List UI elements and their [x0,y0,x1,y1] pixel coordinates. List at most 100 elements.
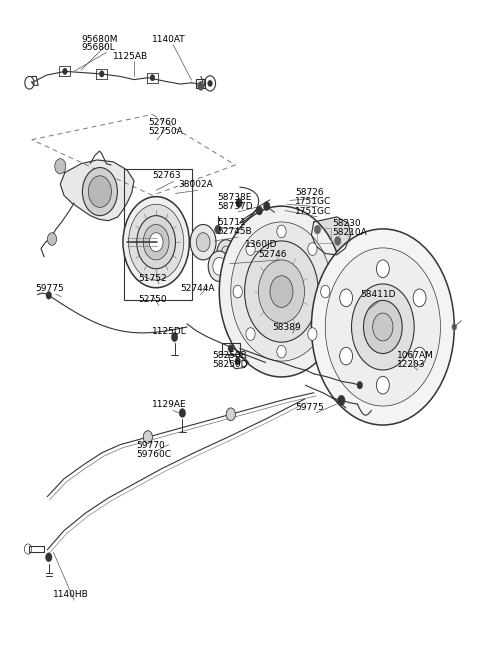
Circle shape [143,225,169,260]
Text: 52746: 52746 [258,250,287,258]
Circle shape [208,251,230,281]
Text: 51752: 51752 [139,273,167,283]
Circle shape [83,167,118,215]
Circle shape [308,328,317,340]
Circle shape [233,285,242,298]
Text: 51711: 51711 [217,218,246,227]
Text: 1140AT: 1140AT [153,34,186,43]
Circle shape [376,376,389,394]
Text: 52745B: 52745B [217,227,252,236]
Text: 58250D: 58250D [212,360,248,369]
Circle shape [231,222,332,361]
Circle shape [363,301,402,353]
Text: 58738E: 58738E [217,192,252,202]
Circle shape [351,284,414,370]
Text: 1751GC: 1751GC [295,207,332,215]
Polygon shape [312,217,350,255]
Bar [124,169,192,301]
Circle shape [325,248,441,406]
Circle shape [143,431,153,444]
Circle shape [321,285,330,298]
Text: 58250R: 58250R [212,351,247,360]
Text: 1067AM: 1067AM [396,351,433,360]
Text: 1125AB: 1125AB [113,52,148,61]
Text: 52750A: 52750A [148,127,182,136]
Circle shape [129,204,184,280]
Circle shape [277,345,286,358]
Text: 1129AE: 1129AE [153,400,187,409]
Circle shape [137,215,176,269]
Circle shape [149,233,163,252]
Text: 95680M: 95680M [81,34,118,43]
Circle shape [150,74,155,81]
Circle shape [99,71,104,77]
Circle shape [413,347,426,365]
Circle shape [62,69,67,74]
Circle shape [243,243,257,262]
Circle shape [46,291,51,299]
Circle shape [171,333,178,341]
Text: 52750: 52750 [139,295,167,304]
Circle shape [256,206,263,215]
Text: 1360JD: 1360JD [245,240,277,249]
Text: 58726: 58726 [295,188,324,196]
Circle shape [270,275,293,307]
Text: 59770: 59770 [136,441,165,449]
Text: 52760: 52760 [148,118,177,127]
Circle shape [123,196,189,288]
Text: 59760C: 59760C [136,449,171,459]
Circle shape [376,260,389,277]
Circle shape [46,553,52,561]
Text: 1751GC: 1751GC [295,196,332,206]
Circle shape [340,347,353,365]
Circle shape [88,176,111,208]
Circle shape [217,240,235,265]
Text: 52763: 52763 [153,171,181,180]
Text: 59775: 59775 [35,284,64,293]
Circle shape [277,225,286,238]
Circle shape [190,225,216,260]
Circle shape [372,313,393,341]
Circle shape [264,202,270,211]
Circle shape [236,198,242,208]
Text: 58230: 58230 [332,219,361,228]
Text: 58210A: 58210A [332,228,367,237]
Circle shape [246,243,255,256]
Circle shape [246,247,254,258]
Circle shape [340,289,353,306]
Circle shape [335,237,341,245]
Text: 58411D: 58411D [360,290,396,299]
Circle shape [357,382,362,389]
Text: 12203: 12203 [396,360,425,369]
Text: 95680L: 95680L [81,43,115,53]
Circle shape [245,241,318,342]
Text: 1125DL: 1125DL [153,327,187,336]
Circle shape [338,395,345,405]
Circle shape [55,159,66,174]
Circle shape [219,206,344,377]
Circle shape [198,82,204,90]
Circle shape [235,357,240,365]
Text: 59775: 59775 [295,403,324,412]
Circle shape [452,324,456,330]
Circle shape [228,345,234,353]
Circle shape [196,233,210,252]
Circle shape [179,409,186,417]
Text: 52744A: 52744A [180,285,215,293]
Text: 1140HB: 1140HB [53,590,89,599]
Circle shape [413,289,426,306]
Polygon shape [60,160,134,221]
Circle shape [213,258,226,275]
Circle shape [312,229,454,425]
Circle shape [226,408,235,420]
Circle shape [314,225,321,234]
Circle shape [308,243,317,256]
Circle shape [215,225,221,234]
Text: 58389: 58389 [272,323,301,332]
Circle shape [258,260,304,323]
Circle shape [208,80,212,86]
Circle shape [246,328,255,340]
Circle shape [48,233,57,245]
Text: 38002A: 38002A [178,180,213,189]
Text: 58737D: 58737D [217,202,252,211]
